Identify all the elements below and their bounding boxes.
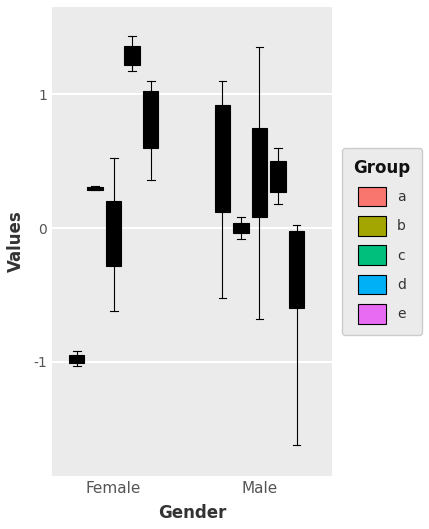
Legend: a, b, c, d, e: a, b, c, d, e: [342, 148, 422, 335]
PathPatch shape: [252, 127, 267, 217]
PathPatch shape: [124, 46, 140, 65]
PathPatch shape: [69, 354, 85, 363]
X-axis label: Gender: Gender: [158, 504, 227, 522]
PathPatch shape: [143, 92, 158, 148]
PathPatch shape: [214, 105, 230, 212]
PathPatch shape: [106, 201, 121, 266]
PathPatch shape: [270, 161, 286, 192]
Y-axis label: Values: Values: [7, 211, 25, 272]
PathPatch shape: [233, 223, 249, 233]
PathPatch shape: [289, 231, 305, 308]
PathPatch shape: [87, 187, 103, 190]
